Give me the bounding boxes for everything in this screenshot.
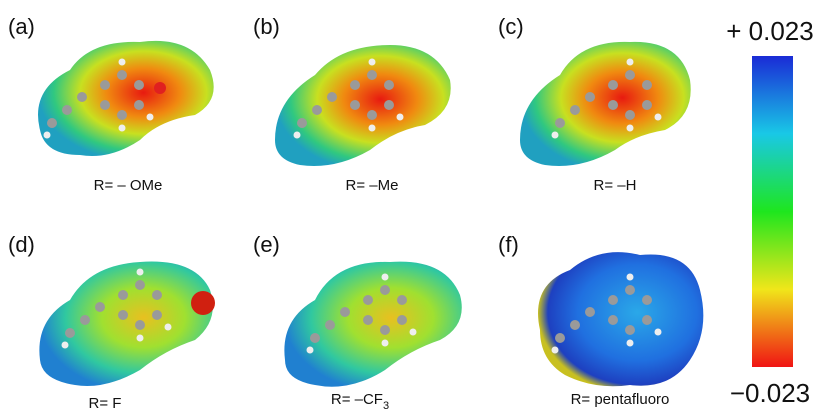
panel-label: (c) xyxy=(498,14,524,39)
caption: R= –CF3 xyxy=(331,391,389,412)
panel-label: (e) xyxy=(253,232,280,257)
molecule-surface xyxy=(39,262,212,386)
colorbar-min: −0.023 xyxy=(730,378,810,408)
panel-label: (f) xyxy=(498,232,519,257)
panel-label: (d) xyxy=(8,232,35,257)
panel-e: (e) R= –CF3 xyxy=(253,232,462,412)
molecule-surface xyxy=(284,262,461,387)
caption: R= –H xyxy=(594,177,637,194)
panel-a: (a) R= – OMe xyxy=(8,14,214,194)
panel-label: (a) xyxy=(8,14,35,39)
caption: R= pentafluoro xyxy=(571,391,670,408)
panel-d: (d) R= F xyxy=(8,232,215,412)
molecule-surface xyxy=(538,252,703,386)
colorbar-gradient xyxy=(752,56,793,367)
colorbar-max: + 0.023 xyxy=(726,16,813,46)
panel-f: (f) R= pentafluoro xyxy=(498,232,703,408)
molecule-surface xyxy=(275,45,451,166)
colorbar: + 0.023 −0.023 xyxy=(726,16,813,408)
caption: R= – OMe xyxy=(94,177,163,194)
molecule-surface xyxy=(38,41,214,156)
panel-c: (c) R= –H xyxy=(498,14,691,194)
caption: R= F xyxy=(89,395,122,412)
panel-label: (b) xyxy=(253,14,280,39)
figure: (a) R= – OMe (b) R= –Me (c) R= –H (d) R=… xyxy=(0,0,816,414)
molecule-surface xyxy=(520,42,691,166)
caption: R= –Me xyxy=(346,177,399,194)
panel-b: (b) R= –Me xyxy=(253,14,451,194)
